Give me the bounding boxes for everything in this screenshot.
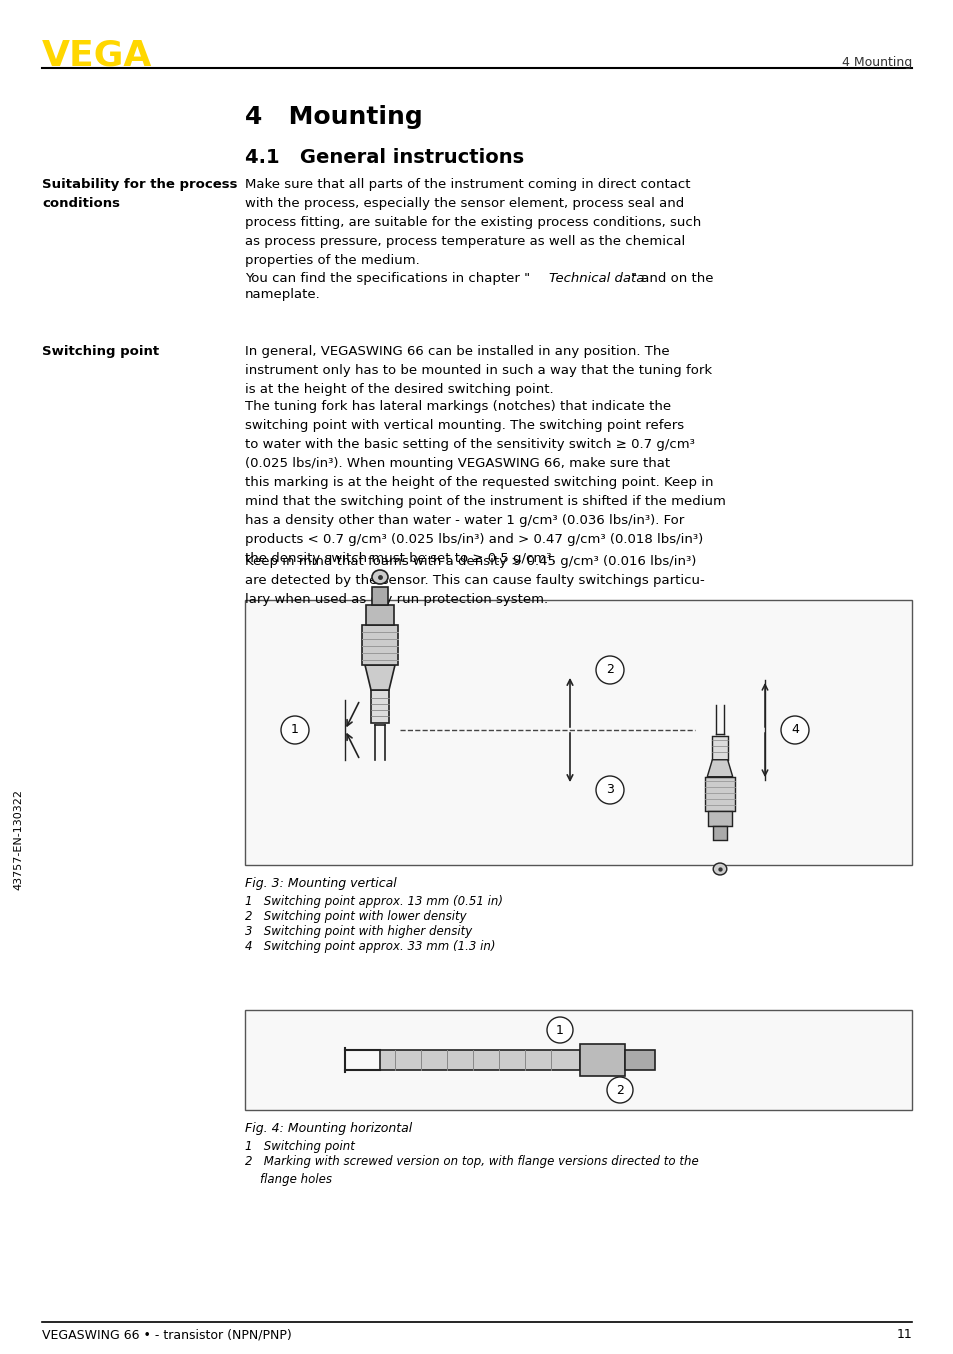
Circle shape [596, 655, 623, 684]
Text: 1: 1 [291, 723, 298, 737]
Text: 4.1   General instructions: 4.1 General instructions [245, 148, 523, 167]
Polygon shape [365, 665, 395, 691]
Bar [379, 1049, 579, 1070]
Text: Switching point: Switching point [42, 345, 159, 357]
Text: Suitability for the process
conditions: Suitability for the process conditions [42, 177, 237, 210]
Circle shape [781, 716, 808, 743]
Text: 2   Switching point with lower density: 2 Switching point with lower density [245, 910, 466, 923]
Bar [712, 737, 727, 760]
Text: 43757-EN-130322: 43757-EN-130322 [13, 789, 23, 890]
Text: 4: 4 [790, 723, 798, 737]
Ellipse shape [713, 862, 726, 875]
Text: VEGA: VEGA [42, 38, 152, 72]
Text: In general, VEGASWING 66 can be installed in any position. The
instrument only h: In general, VEGASWING 66 can be installe… [245, 345, 711, 395]
Text: 4   Mounting: 4 Mounting [245, 106, 422, 129]
Text: Technical data: Technical data [548, 272, 643, 284]
Circle shape [596, 776, 623, 804]
Text: 4   Switching point approx. 33 mm (1.3 in): 4 Switching point approx. 33 mm (1.3 in) [245, 940, 495, 953]
Text: Fig. 3: Mounting vertical: Fig. 3: Mounting vertical [245, 877, 396, 890]
Text: 1: 1 [556, 1024, 563, 1037]
Bar [245, 1010, 911, 1110]
Bar [372, 588, 388, 605]
Text: 2: 2 [605, 663, 614, 677]
Bar [704, 777, 735, 811]
Text: Fig. 4: Mounting horizontal: Fig. 4: Mounting horizontal [245, 1122, 412, 1135]
Text: 2   Marking with screwed version on top, with flange versions directed to the
  : 2 Marking with screwed version on top, w… [245, 1155, 698, 1186]
Bar [713, 826, 726, 839]
Text: " and on the: " and on the [630, 272, 713, 284]
Bar [366, 605, 394, 626]
Bar [245, 600, 911, 865]
Text: 3: 3 [605, 784, 614, 796]
Text: 1   Switching point approx. 13 mm (0.51 in): 1 Switching point approx. 13 mm (0.51 in… [245, 895, 502, 909]
Text: 4 Mounting: 4 Mounting [841, 56, 911, 69]
Text: 2: 2 [616, 1083, 623, 1097]
Ellipse shape [372, 570, 388, 584]
Circle shape [546, 1017, 573, 1043]
Text: Make sure that all parts of the instrument coming in direct contact
with the pro: Make sure that all parts of the instrume… [245, 177, 700, 267]
Circle shape [281, 716, 309, 743]
Text: Keep in mind that foams with a density > 0.45 g/cm³ (0.016 lbs/in³)
are detected: Keep in mind that foams with a density >… [245, 555, 704, 607]
Bar [361, 626, 397, 665]
Text: VEGASWING 66 • - transistor (NPN/PNP): VEGASWING 66 • - transistor (NPN/PNP) [42, 1328, 292, 1340]
Text: 11: 11 [895, 1328, 911, 1340]
Text: You can find the specifications in chapter ": You can find the specifications in chapt… [245, 272, 530, 284]
Bar [371, 691, 389, 723]
Text: nameplate.: nameplate. [245, 288, 320, 301]
Bar [624, 1049, 655, 1070]
Bar [707, 811, 731, 826]
Polygon shape [706, 760, 732, 777]
Text: 1   Switching point: 1 Switching point [245, 1140, 355, 1154]
Text: The tuning fork has lateral markings (notches) that indicate the
switching point: The tuning fork has lateral markings (no… [245, 399, 725, 565]
Text: 3   Switching point with higher density: 3 Switching point with higher density [245, 925, 472, 938]
Bar [579, 1044, 624, 1076]
Circle shape [606, 1076, 633, 1104]
